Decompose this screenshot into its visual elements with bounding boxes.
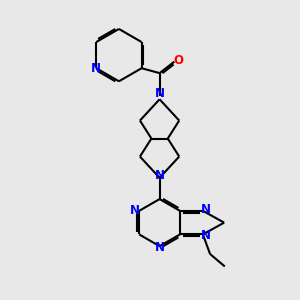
Text: N: N [201,203,211,216]
Text: N: N [201,229,211,242]
Text: N: N [130,204,140,218]
Text: N: N [91,62,101,75]
Text: O: O [173,53,183,67]
Text: N: N [154,241,165,254]
Text: N: N [154,87,165,100]
Text: N: N [154,169,165,182]
